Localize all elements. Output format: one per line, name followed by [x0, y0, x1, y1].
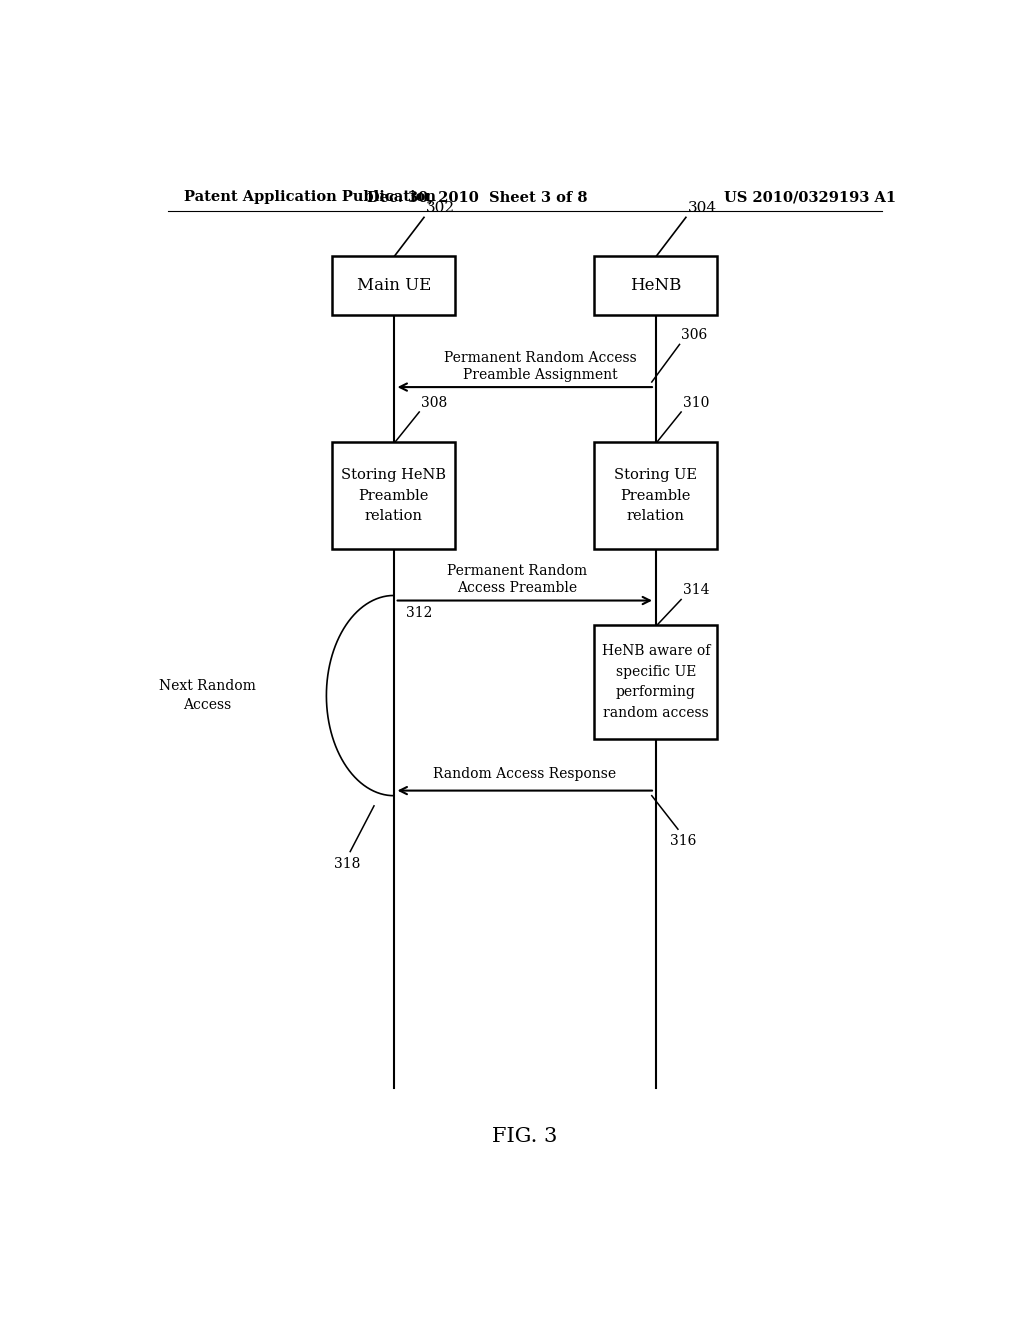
Text: Dec. 30, 2010  Sheet 3 of 8: Dec. 30, 2010 Sheet 3 of 8	[367, 190, 588, 205]
FancyBboxPatch shape	[594, 256, 717, 315]
FancyBboxPatch shape	[333, 442, 456, 549]
FancyBboxPatch shape	[594, 442, 717, 549]
Text: 302: 302	[426, 202, 455, 215]
Text: Access Preamble: Access Preamble	[457, 581, 577, 595]
Text: 312: 312	[406, 606, 432, 619]
Text: US 2010/0329193 A1: US 2010/0329193 A1	[724, 190, 897, 205]
Text: Main UE: Main UE	[356, 277, 431, 294]
FancyBboxPatch shape	[594, 624, 717, 739]
Text: HeNB aware of
specific UE
performing
random access: HeNB aware of specific UE performing ran…	[601, 644, 710, 719]
Text: 304: 304	[687, 202, 717, 215]
Text: 308: 308	[421, 396, 447, 411]
Text: Storing HeNB
Preamble
relation: Storing HeNB Preamble relation	[341, 469, 446, 524]
Text: Preamble Assignment: Preamble Assignment	[463, 368, 618, 381]
Text: 310: 310	[683, 396, 709, 411]
Text: HeNB: HeNB	[630, 277, 681, 294]
Text: Random Access Response: Random Access Response	[433, 767, 616, 781]
Text: 306: 306	[681, 329, 708, 342]
Text: Next Random
Access: Next Random Access	[159, 678, 256, 713]
Text: 318: 318	[334, 857, 360, 871]
Text: FIG. 3: FIG. 3	[493, 1127, 557, 1146]
Text: Permanent Random: Permanent Random	[446, 564, 587, 578]
Text: Patent Application Publication: Patent Application Publication	[183, 190, 435, 205]
Text: 314: 314	[683, 583, 710, 598]
Text: Storing UE
Preamble
relation: Storing UE Preamble relation	[614, 469, 697, 524]
FancyBboxPatch shape	[333, 256, 456, 315]
Text: 316: 316	[670, 834, 696, 849]
Text: Permanent Random Access: Permanent Random Access	[444, 351, 637, 364]
